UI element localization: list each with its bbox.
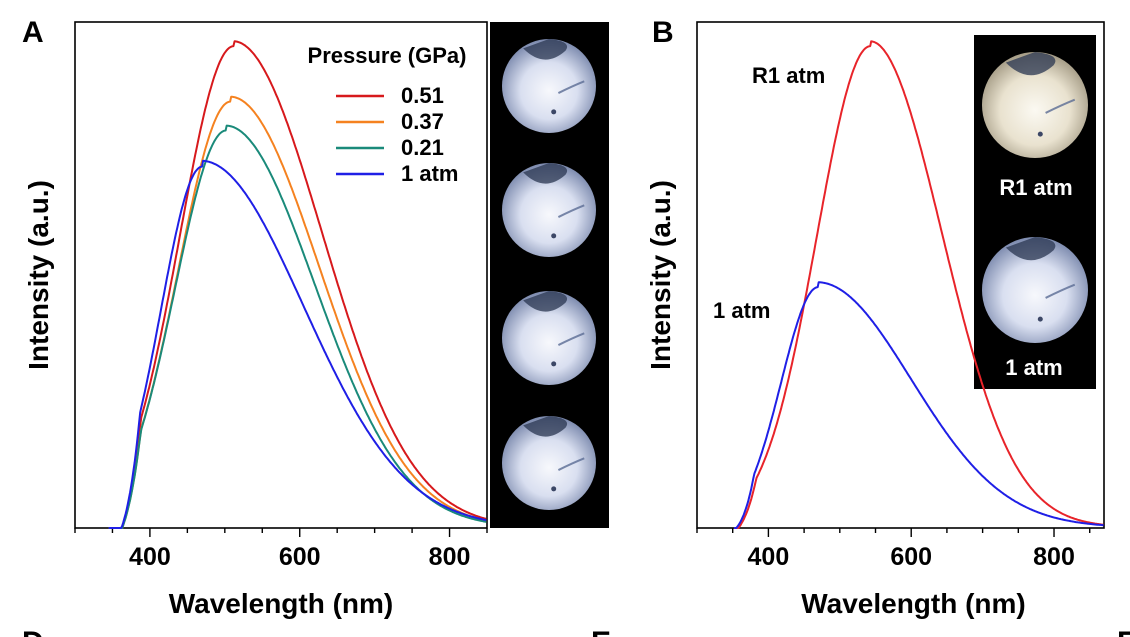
- series-line-1: [108, 40, 487, 529]
- cut-off-label: D: [22, 626, 44, 637]
- photo-crack: [557, 332, 585, 346]
- x-tick-label: 400: [748, 543, 790, 571]
- photo-speck: [1037, 316, 1043, 322]
- sample-photo-4: [502, 416, 596, 510]
- x-axis-label: Wavelength (nm): [801, 588, 1026, 619]
- photo-speck: [551, 486, 557, 492]
- x-tick-label: 800: [1033, 543, 1075, 571]
- plot-frame: [74, 21, 488, 529]
- x-tick-label: 400: [129, 543, 171, 571]
- photo-speck: [551, 233, 557, 239]
- photo-crack: [557, 80, 585, 94]
- photo-crack: [557, 457, 585, 471]
- photo-crack: [1045, 98, 1076, 114]
- photo-crack: [557, 204, 585, 218]
- x-tick-label: 600: [890, 543, 932, 571]
- legend-entry: 0.37: [401, 109, 444, 134]
- sample-photo-1: [502, 39, 596, 133]
- photo-shadow: [523, 291, 568, 312]
- photo-disc: [502, 163, 596, 257]
- photo-shadow: [1005, 237, 1056, 261]
- cut-off-panel-labels: D E F: [22, 626, 1130, 637]
- sample-photo-3: [502, 291, 596, 385]
- plot-frame: [696, 21, 1105, 529]
- legend-entry: 0.21: [401, 135, 444, 160]
- photo-shadow: [523, 163, 568, 184]
- legend-title: Pressure (GPa): [308, 43, 467, 68]
- photo-disc: [502, 291, 596, 385]
- series-line-1: [734, 40, 1104, 529]
- series-label: R1 atm: [752, 63, 825, 88]
- photo-label: R1 atm: [999, 175, 1072, 200]
- photo-shadow: [523, 416, 568, 437]
- sample-photo-2: [502, 163, 596, 257]
- series-line-4: [108, 159, 487, 529]
- photo-speck: [551, 361, 557, 367]
- photo-disc: [982, 52, 1088, 158]
- y-axis-label: Intensity (a.u.): [23, 180, 54, 370]
- x-tick-label: 800: [429, 543, 471, 571]
- series-line-2: [734, 281, 1104, 529]
- panel-label: B: [652, 16, 674, 49]
- sample-photo-2: [982, 237, 1088, 343]
- photo-disc: [502, 416, 596, 510]
- y-axis-label: Intensity (a.u.): [645, 180, 676, 370]
- panel-label: A: [22, 16, 44, 49]
- photo-disc: [982, 237, 1088, 343]
- cut-off-label: F: [1117, 626, 1130, 637]
- photo-speck: [551, 109, 557, 115]
- photo-label: 1 atm: [1005, 355, 1062, 380]
- legend-entry: 0.51: [401, 83, 444, 108]
- series-label: 1 atm: [713, 298, 770, 323]
- sample-photo-1: [982, 52, 1088, 158]
- x-tick-label: 600: [279, 543, 321, 571]
- photo-shadow: [1005, 52, 1056, 76]
- photo-shadow: [523, 39, 568, 60]
- cut-off-label: E: [591, 626, 611, 637]
- legend-entry: 1 atm: [401, 161, 458, 186]
- photo-speck: [1037, 131, 1043, 137]
- photo-crack: [1045, 283, 1076, 299]
- x-axis-label: Wavelength (nm): [169, 588, 394, 619]
- photo-disc: [502, 39, 596, 133]
- panel-a: 400 600 800 Wavelength (nm) Intensity (a.u.)…: [22, 16, 609, 619]
